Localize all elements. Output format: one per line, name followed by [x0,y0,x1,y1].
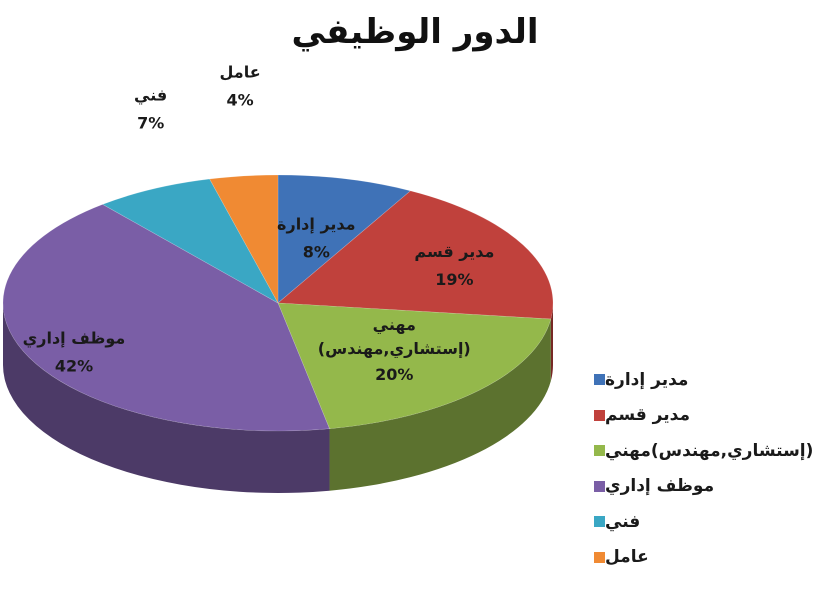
pie-slice [277,174,412,304]
legend-label: موظف إداري [605,476,715,497]
legend-item: فني [586,504,826,540]
pie-slice [277,190,554,320]
legend-item: مدير إدارة [586,362,826,398]
slice-label: مدير إدارة [277,215,356,234]
slice-label: 42% [55,357,93,376]
pie-slice [102,178,279,304]
slice-label: 8% [303,243,330,262]
pie-slice-side [550,303,553,382]
slice-label: 7% [137,114,164,133]
legend-label: عامل [605,547,649,568]
legend-label: فني [605,511,641,532]
chart-title: الدور الوظيفي [291,12,539,52]
legend-swatch [594,516,605,528]
slice-label: مهني [373,315,416,335]
slice-label: فني [134,86,167,106]
pie-side-walls [3,303,553,493]
legend-swatch [594,480,605,492]
pie-slice-side [329,319,551,491]
legend-label: مدير قسم [605,405,690,426]
pie-slice [2,204,330,432]
pie-slice-side [3,303,330,493]
legend-label: (إستشاري,مهندس)مهني [605,440,814,461]
legend-swatch [594,551,605,563]
legend-label: مدير إدارة [605,369,689,390]
pie-slice [209,174,279,304]
legend: مدير إدارة مدير قسم (إستشاري,مهندس)مهني … [586,362,826,575]
legend-item: عامل [586,540,826,576]
slice-label: (إستشاري,مهندس) [318,339,471,359]
slice-label: 20% [375,365,413,384]
slice-label: عامل [220,62,261,81]
legend-swatch [594,409,605,421]
pie-slice [277,302,552,430]
legend-item: (إستشاري,مهندس)مهني [586,433,826,469]
slice-label: مدير قسم [414,242,494,261]
slice-label: موظف إداري [23,329,126,349]
legend-item: موظف إداري [586,469,826,505]
legend-swatch [594,445,605,457]
slice-label: 19% [435,270,473,289]
slice-label: 4% [227,90,254,109]
legend-item: مدير قسم [586,398,826,434]
legend-swatch [594,374,605,386]
